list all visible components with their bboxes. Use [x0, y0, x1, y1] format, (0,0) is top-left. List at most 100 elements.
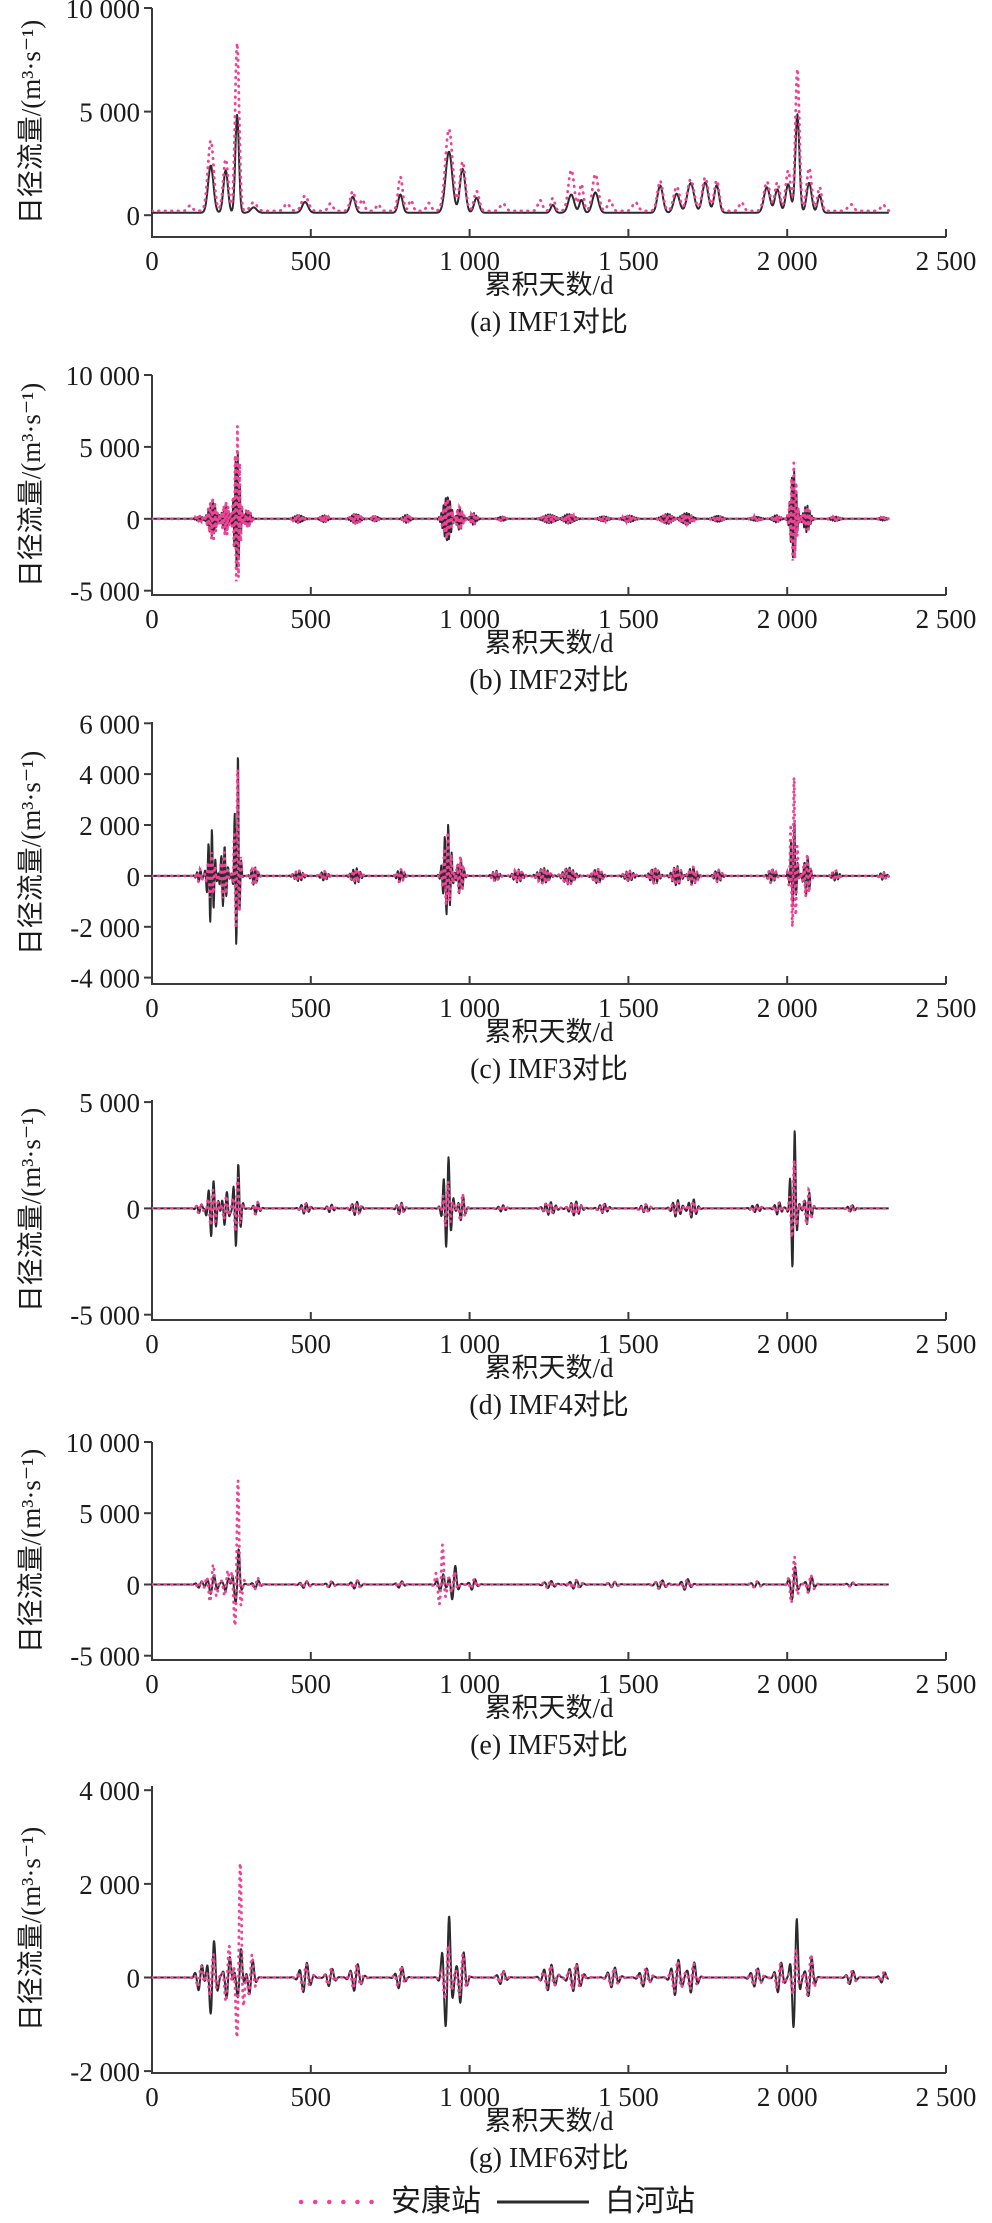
subplot-imf6: 4 000 2 000 0 -2 000 0 500 1 000 1 500 2 000 2 50… [0, 1776, 992, 2180]
x-tick-label: 2 000 [757, 1329, 818, 1359]
y-tick-label: 0 [127, 201, 141, 231]
series-group [152, 1862, 891, 2038]
y-tick-label: 5 000 [79, 1088, 140, 1118]
x-tick-label: 0 [145, 993, 159, 1023]
axis-spine [151, 375, 946, 596]
x-tick-label: 2 500 [916, 1329, 977, 1359]
series-group [152, 42, 891, 214]
y-axis-label: 日径流量/(m³·s⁻¹) [16, 1449, 46, 1653]
subplot-imf4: 5 000 0 -5 000 0 500 1 000 1 500 2 000 2 500 日径流… [0, 1088, 992, 1437]
x-tick-label: 2 500 [916, 604, 977, 634]
y-tick-label: 0 [127, 1964, 141, 1994]
series-baihe [152, 1130, 890, 1268]
axis-spine [151, 1786, 946, 2074]
y-tick-label: -5 000 [70, 1642, 140, 1672]
series-baihe [152, 113, 890, 214]
axis-spine [151, 8, 946, 238]
x-tick-label: 0 [145, 246, 159, 276]
x-tick-label: 500 [291, 1669, 332, 1699]
series-group [152, 757, 891, 945]
y-tick-label: 0 [127, 1571, 141, 1601]
x-tick-label: 2 500 [916, 1669, 977, 1699]
legend-label-ankang: 安康站 [391, 2184, 481, 2218]
axis-spine [151, 1100, 946, 1321]
x-axis-label: 累积天数/d [484, 2106, 614, 2136]
x-tick-label: 2 500 [916, 993, 977, 1023]
x-tick-label: 1 500 [598, 1329, 659, 1359]
y-tick-label: 10 000 [66, 361, 140, 391]
axis-spine [151, 722, 946, 985]
x-tick-label: 2 000 [757, 2082, 818, 2112]
y-tick-label: 5 000 [79, 98, 140, 128]
x-tick-label: 500 [291, 246, 332, 276]
y-axis-label: 日径流量/(m³·s⁻¹) [16, 1827, 46, 2031]
series-group [152, 1480, 891, 1629]
x-tick-label: 1 000 [439, 2082, 500, 2112]
x-axis-label: 累积天数/d [484, 628, 614, 658]
x-tick-label: 1 500 [598, 1669, 659, 1699]
subplot-imf1: 10 000 5 000 0 0 500 1 000 1 500 2 000 2 500 日径流… [0, 0, 992, 338]
y-tick-label: 10 000 [66, 1428, 140, 1458]
x-tick-label: 2 000 [757, 246, 818, 276]
y-tick-label: 0 [127, 862, 141, 892]
y-tick-label: 4 000 [79, 760, 140, 790]
x-tick-label: 0 [145, 1669, 159, 1699]
y-tick-label: 2 000 [79, 1870, 140, 1900]
legend-label-baihe: 白河站 [605, 2184, 695, 2218]
x-tick-label: 1 500 [598, 246, 659, 276]
x-axis-label: 累积天数/d [484, 270, 614, 300]
x-tick-label: 500 [291, 2082, 332, 2112]
chart-a-svg: 10 000 5 000 00 500 1 000 1 500 2 000 2 500 日径流… [16, 0, 977, 338]
subplot-imf2: 10 000 5 000 0 -5 000 0 500 1 000 1 500 2 000 2 5… [0, 337, 992, 718]
x-axis-label: 累积天数/d [484, 1353, 614, 1383]
subplot-caption: (d) IMF4对比 [469, 1389, 628, 1421]
y-tick-label: 2 000 [79, 811, 140, 841]
x-tick-label: 1 500 [598, 604, 659, 634]
series-ankang [152, 42, 891, 213]
x-tick-label: 0 [145, 2082, 159, 2112]
x-tick-label: 1 000 [439, 246, 500, 276]
y-tick-label: -5 000 [70, 1301, 140, 1331]
y-axis-label: 日径流量/(m³·s⁻¹) [16, 20, 46, 224]
subplot-caption: (c) IMF3对比 [470, 1053, 628, 1085]
x-tick-label: 2 000 [757, 604, 818, 634]
y-axis-label: 日径流量/(m³·s⁻¹) [16, 1108, 46, 1312]
x-tick-label: 500 [291, 1329, 332, 1359]
subplot-imf5: 10 000 5 000 0 -5 000 0 500 1 000 1 500 2 000 2 5… [0, 1428, 992, 1777]
chart-a-axes: 10 000 5 000 00 500 1 000 1 500 2 000 2 500 [66, 0, 977, 276]
series-baihe [152, 757, 890, 945]
series-ankang [152, 1862, 891, 2038]
y-axis-label: 日径流量/(m³·s⁻¹) [16, 751, 46, 955]
x-tick-label: 1 500 [598, 2082, 659, 2112]
legend-dotted-swatch [298, 2199, 376, 2204]
series-group [152, 426, 891, 582]
x-tick-label: 1 000 [439, 1669, 500, 1699]
y-tick-label: 0 [127, 1194, 141, 1224]
y-tick-label: 5 000 [79, 433, 140, 463]
subplot-caption: (a) IMF1对比 [470, 306, 628, 338]
x-tick-label: 0 [145, 1329, 159, 1359]
x-tick-label: 1 000 [439, 1329, 500, 1359]
y-tick-label: -2 000 [70, 2057, 140, 2087]
x-tick-label: 2 000 [757, 993, 818, 1023]
x-tick-label: 0 [145, 604, 159, 634]
legend-solid-swatch [497, 2200, 589, 2203]
y-tick-label: -2 000 [70, 913, 140, 943]
x-tick-label: 1 000 [439, 604, 500, 634]
figure-legend: 安康站 白河站 [0, 2180, 992, 2223]
series-ankang [152, 426, 891, 582]
x-axis-label: 累积天数/d [484, 1693, 614, 1723]
x-tick-label: 1 500 [598, 993, 659, 1023]
series-ankang [152, 1480, 891, 1629]
series-baihe [152, 1548, 890, 1604]
series-ankang [152, 1160, 891, 1238]
y-tick-label: 10 000 [66, 0, 140, 24]
subplot-caption: (g) IMF6对比 [469, 2142, 628, 2174]
